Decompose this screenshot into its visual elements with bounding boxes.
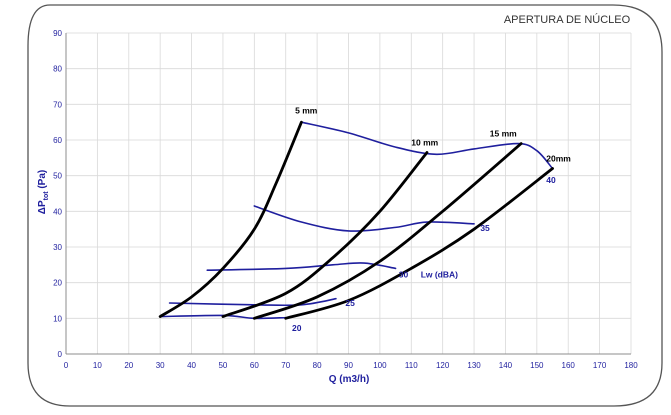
y-axis-label-prefix: ΔP: [37, 200, 48, 214]
x-tick-label: 20: [124, 361, 133, 370]
grid: [65, 32, 632, 355]
opening-curve-20mm: [284, 167, 554, 320]
x-tick-label: 40: [187, 361, 196, 370]
annotation-label: 35: [480, 223, 490, 233]
x-tick-label: 30: [156, 361, 165, 370]
y-tick-labels: 0 10 20 30 40 50 60 70 80 90: [53, 29, 62, 359]
noise-curve-20: [159, 314, 287, 320]
opening-curve-15mm: [252, 142, 523, 320]
x-tick-label: 100: [373, 361, 387, 370]
x-axis-label: Q (m3/h): [329, 374, 370, 385]
y-tick-label: 30: [53, 243, 62, 252]
x-tick-label: 80: [313, 361, 322, 370]
x-tick-label: 140: [499, 361, 513, 370]
annotation-label: 20: [292, 323, 302, 333]
y-tick-label: 0: [58, 350, 63, 359]
x-tick-label: 150: [530, 361, 544, 370]
y-tick-label: 40: [53, 207, 62, 216]
annotation-label: Lw (dBA): [421, 269, 458, 279]
annotation-label: 40: [546, 175, 556, 185]
opening-curves: [158, 120, 554, 320]
noise-curve-40: [300, 121, 554, 170]
x-tick-label: 170: [593, 361, 607, 370]
chart-title: APERTURA DE NÚCLEO: [504, 13, 631, 26]
noise-curve-25: [168, 297, 337, 307]
y-tick-label: 10: [53, 314, 62, 323]
x-tick-label: 10: [93, 361, 102, 370]
y-tick-label: 50: [53, 172, 62, 181]
x-tick-label: 60: [250, 361, 259, 370]
annotation-label: 10 mm: [411, 137, 438, 147]
x-tick-label: 70: [281, 361, 290, 370]
y-tick-label: 60: [53, 136, 62, 145]
x-tick-label: 50: [218, 361, 227, 370]
x-tick-label: 110: [405, 361, 418, 370]
card-border: [27, 4, 663, 407]
annotation-label: 15 mm: [490, 128, 517, 138]
annotation-label: 5 mm: [295, 105, 318, 115]
y-tick-label: 80: [53, 65, 62, 74]
annotations: 5 mm 10 mm 15 mm 20mm 20 25 30 35 40 Lw (dBA): [292, 105, 571, 333]
annotation-label: 20mm: [546, 153, 571, 163]
x-tick-label: 0: [64, 361, 69, 370]
x-tick-labels: 0 10 20 30 40 50 60 70 80 90 100 110 120 130 140 150 160…: [64, 361, 638, 370]
x-tick-label: 90: [344, 361, 353, 370]
y-axis-label: ΔPtot (Pa): [37, 170, 50, 214]
y-axis-label-sub: tot: [43, 191, 50, 201]
annotation-label: 25: [345, 298, 355, 308]
annotation-label: 30: [399, 269, 409, 279]
y-tick-label: 20: [53, 279, 62, 288]
y-tick-label: 90: [53, 29, 62, 38]
x-tick-label: 160: [562, 361, 576, 370]
x-tick-label: 180: [624, 361, 638, 370]
axes: [65, 33, 631, 355]
y-tick-label: 70: [53, 100, 62, 109]
x-tick-label: 120: [436, 361, 450, 370]
y-axis-label-suffix: (Pa): [37, 170, 48, 192]
opening-curve-10mm: [221, 151, 429, 318]
x-tick-label: 130: [467, 361, 481, 370]
opening-curve-5mm: [158, 120, 303, 318]
